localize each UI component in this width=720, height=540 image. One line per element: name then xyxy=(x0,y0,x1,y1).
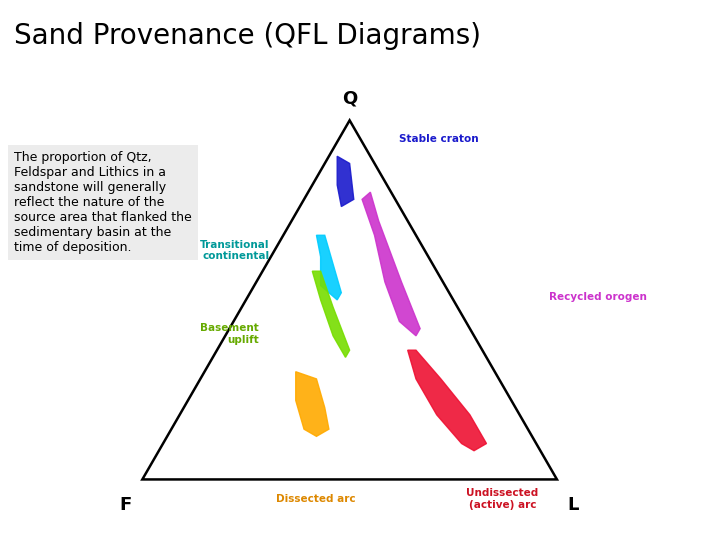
Text: Stable craton: Stable craton xyxy=(399,134,479,144)
Text: Transitional
continental: Transitional continental xyxy=(199,240,269,261)
Text: Basement
uplift: Basement uplift xyxy=(200,323,259,345)
Polygon shape xyxy=(362,192,420,336)
Polygon shape xyxy=(317,235,341,300)
Text: Dissected arc: Dissected arc xyxy=(276,494,356,504)
Text: The proportion of Qtz,
Feldspar and Lithics in a
sandstone will generally
reflec: The proportion of Qtz, Feldspar and Lith… xyxy=(14,151,192,254)
Polygon shape xyxy=(312,271,350,357)
Text: Recycled orogen: Recycled orogen xyxy=(549,292,647,302)
Text: F: F xyxy=(120,496,132,514)
Polygon shape xyxy=(296,372,329,436)
Polygon shape xyxy=(337,156,354,206)
Text: Undissected
(active) arc: Undissected (active) arc xyxy=(467,488,539,510)
Polygon shape xyxy=(408,350,487,451)
Text: Q: Q xyxy=(342,90,357,108)
Text: Sand Provenance (QFL Diagrams): Sand Provenance (QFL Diagrams) xyxy=(14,22,482,50)
Text: L: L xyxy=(568,496,579,514)
